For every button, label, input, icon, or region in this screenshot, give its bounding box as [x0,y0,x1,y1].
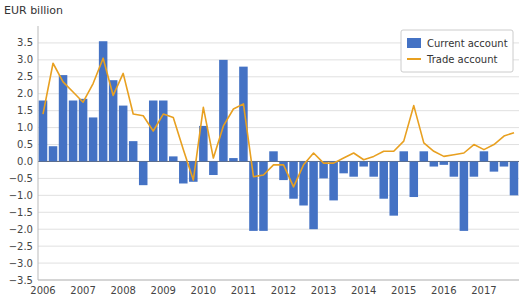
bar [209,161,218,175]
y-tick-label: −0.5 [9,173,33,184]
x-tick-label: 2013 [311,285,336,296]
bar [490,161,499,171]
bar [59,75,68,161]
legend: Current account Trade account [401,30,513,72]
bar [339,161,348,173]
bar [169,156,178,161]
y-tick-label: 1.0 [17,122,33,133]
y-tick-label: 3.5 [17,37,33,48]
bar [379,161,388,198]
bar [79,99,88,162]
bar [430,161,439,166]
bar [329,161,338,200]
bar [139,161,148,185]
x-tick-label: 2012 [271,285,296,296]
x-tick-label: 2016 [431,285,456,296]
bar [239,67,248,162]
y-tick-label: 2.5 [17,71,33,82]
y-axis-line [38,26,39,280]
x-axis-line [38,280,519,281]
bar [500,161,509,166]
grid-line [38,263,519,264]
x-tick-label: 2015 [391,285,416,296]
bar [319,161,328,178]
bar [69,101,78,162]
y-tick-label: 1.5 [17,105,33,116]
bar [389,161,398,215]
bar [309,161,318,229]
bar [410,161,419,197]
bar [299,161,308,205]
grid-line [38,76,519,77]
bar [49,146,58,161]
bar [159,101,168,162]
bar [510,161,519,195]
y-tick-label: −2.5 [9,241,33,252]
y-tick-label: 2.0 [17,88,33,99]
bar [229,158,238,161]
y-tick-label: −1.5 [9,207,33,218]
bar [89,117,98,161]
bar [219,60,228,162]
x-tick-label: 2011 [231,285,256,296]
bar [480,151,489,161]
y-tick-label: −1.0 [9,190,33,201]
bar [269,151,278,161]
grid-line [38,229,519,230]
bar [129,141,138,161]
grid [38,43,519,280]
bar [179,161,188,183]
grid-line [38,246,519,247]
y-tick-label: −3.5 [9,275,33,286]
y-axis-label: EUR billion [4,4,63,17]
legend-swatch [407,38,421,48]
bar [39,101,48,162]
y-tick-label: −2.0 [9,224,33,235]
y-tick-label: 0.0 [17,156,33,167]
x-tick-label: 2008 [110,285,135,296]
legend-swatch [407,58,421,60]
line [43,58,514,187]
bar [460,161,469,230]
grid-line [38,178,519,179]
x-tick-label: 2014 [351,285,376,296]
y-tick-label: −3.0 [9,258,33,269]
bar [420,151,429,161]
bar [359,161,368,166]
legend-box [401,30,513,72]
x-tick-label: 2009 [151,285,176,296]
bar [440,161,449,164]
grid-line [38,280,519,281]
y-tick-label: 3.0 [17,54,33,65]
x-tick-label: 2006 [30,285,55,296]
chart: −3.5 −3.0 −2.5 −2.0 −1.5 −1.0 −0.5 0.0 0.5 1.0 1.5… [0,0,529,302]
y-axis: −3.5 −3.0 −2.5 −2.0 −1.5 −1.0 −0.5 0.0 0.5 1.0 1.5… [9,37,33,285]
bar [119,106,128,162]
y-tick-label: 0.5 [17,139,33,150]
x-tick-label: 2010 [191,285,216,296]
legend-label: Trade account [426,54,497,65]
bar [369,161,378,176]
legend-label: Current account [427,38,508,49]
grid-line [38,212,519,213]
grid-line [38,195,519,196]
bar [470,161,479,176]
bar [349,161,358,176]
x-tick-label: 2017 [471,285,496,296]
bar [400,151,409,161]
x-axis: 2006 2007 2008 2009 2010 2011 2012 2013 2014 2015… [30,285,496,296]
bar [450,161,459,176]
x-tick-label: 2007 [70,285,95,296]
